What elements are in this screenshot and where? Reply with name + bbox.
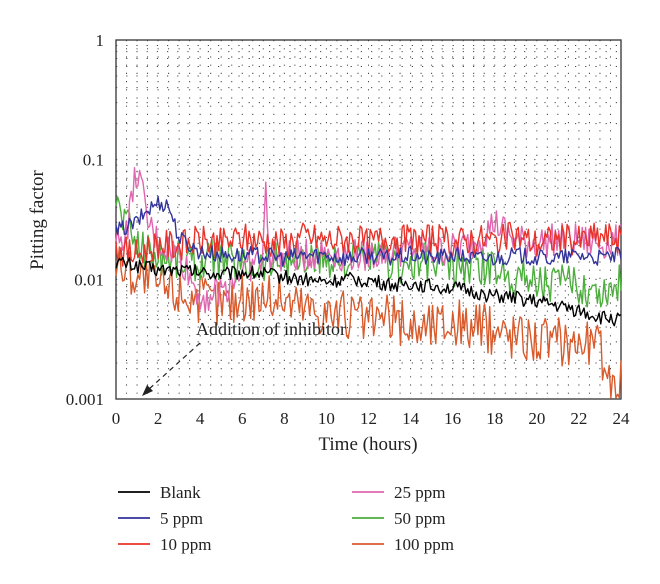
plot-frame [115,39,622,400]
legend-label: 100 ppm [394,535,454,554]
series-layer [115,166,622,399]
x-axis-ticks: 0 2 4 6 8 10 12 14 16 18 20 22 24 [112,409,630,428]
y-tick-label: 1 [96,31,105,50]
x-axis-label: Time (hours) [318,434,417,455]
x-tick-label: 18 [486,409,503,428]
x-tick-label: 0 [112,409,121,428]
inhibitor-annotation: Addition of inhibitor [142,319,346,396]
legend-label: 25 ppm [394,483,445,502]
series-line-5-ppm [115,195,622,267]
y-tick-label: 0.1 [83,151,104,170]
arrow-head-icon [142,385,153,396]
y-tick-label: 0.01 [74,270,104,289]
x-tick-label: 20 [528,409,545,428]
x-tick-label: 6 [238,409,247,428]
x-tick-label: 4 [196,409,205,428]
legend-label: 50 ppm [394,509,445,528]
x-tick-label: 16 [444,409,461,428]
legend-label: Blank [160,483,201,502]
y-axis-ticks: 0.001 0.01 0.1 1 [66,31,104,409]
legend-label: 10 ppm [160,535,211,554]
series-line-blank [115,256,622,327]
annotation-text: Addition of inhibitor [196,319,346,339]
x-tick-label: 14 [402,409,420,428]
x-tick-label: 8 [280,409,289,428]
annotation-arrow [147,342,201,391]
x-tick-label: 22 [570,409,587,428]
y-axis-label: Pitting factor [27,169,48,269]
plot-grid [116,40,621,399]
x-tick-label: 2 [154,409,163,428]
x-tick-label: 12 [360,409,377,428]
y-tick-label: 0.001 [66,390,104,409]
legend-label: 5 ppm [160,509,203,528]
series-line-25-ppm [115,166,622,314]
series-line-10-ppm [115,221,622,267]
x-tick-label: 24 [613,409,631,428]
x-tick-label: 10 [318,409,335,428]
legend: Blank 5 ppm 10 ppm 25 ppm 50 ppm 100 ppm [118,483,454,554]
